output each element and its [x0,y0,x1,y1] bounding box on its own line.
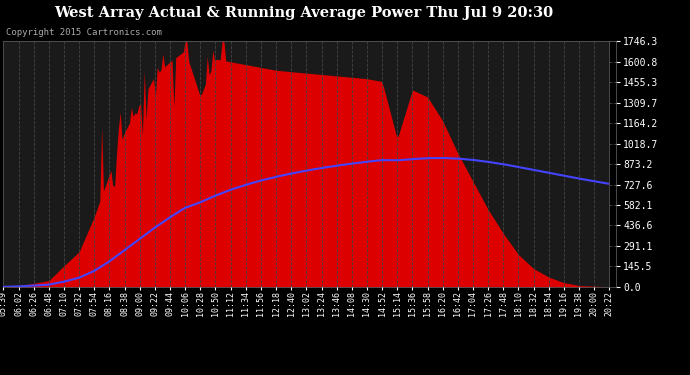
Text: West Array Actual & Running Average Power Thu Jul 9 20:30: West Array Actual & Running Average Powe… [54,6,553,20]
Text: Copyright 2015 Cartronics.com: Copyright 2015 Cartronics.com [6,28,161,37]
